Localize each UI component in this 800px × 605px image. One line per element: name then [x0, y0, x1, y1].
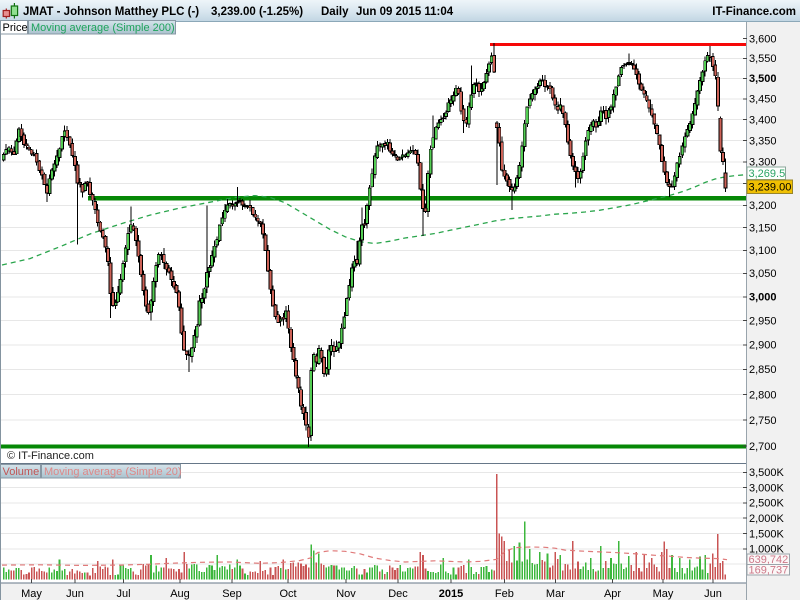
svg-text:Moving average (Simple 200): Moving average (Simple 200)	[31, 22, 175, 34]
svg-text:Nov: Nov	[336, 588, 356, 600]
svg-text:1,000K: 1,000K	[749, 544, 785, 556]
svg-text:3,500: 3,500	[749, 73, 777, 85]
svg-text:3,550: 3,550	[749, 53, 777, 65]
svg-text:3,150: 3,150	[749, 222, 777, 234]
svg-text:639,742: 639,742	[749, 554, 789, 566]
svg-text:Jun: Jun	[66, 588, 84, 600]
svg-text:Sep: Sep	[222, 588, 242, 600]
svg-text:3,239.00: 3,239.00	[749, 181, 792, 193]
svg-text:169,737: 169,737	[749, 565, 789, 577]
svg-text:3,450: 3,450	[749, 94, 777, 106]
svg-text:2,000K: 2,000K	[749, 513, 785, 525]
svg-text:Dec: Dec	[388, 588, 408, 600]
svg-text:Jul: Jul	[116, 588, 130, 600]
svg-text:IT-Finance.com: IT-Finance.com	[712, 6, 796, 18]
svg-text:3,000K: 3,000K	[749, 482, 785, 494]
svg-text:Aug: Aug	[170, 588, 190, 600]
svg-text:2,500K: 2,500K	[749, 498, 785, 510]
svg-text:Volume: Volume	[3, 466, 40, 478]
svg-text:2015: 2015	[439, 588, 463, 600]
svg-text:3,500K: 3,500K	[749, 467, 785, 479]
svg-text:3,600: 3,600	[749, 33, 777, 45]
svg-text:1,500K: 1,500K	[749, 528, 785, 540]
svg-text:2,800: 2,800	[749, 389, 777, 401]
svg-text:2,750: 2,750	[749, 415, 777, 427]
svg-text:May: May	[653, 588, 674, 600]
svg-text:3,100: 3,100	[749, 245, 777, 257]
svg-text:May: May	[21, 588, 42, 600]
svg-text:2,700: 2,700	[749, 441, 777, 453]
svg-text:Feb: Feb	[495, 588, 514, 600]
svg-text:Apr: Apr	[604, 588, 621, 600]
svg-text:3,200: 3,200	[749, 200, 777, 212]
svg-text:3,000: 3,000	[749, 292, 777, 304]
svg-text:3,269.5: 3,269.5	[749, 168, 786, 180]
svg-text:3,050: 3,050	[749, 268, 777, 280]
svg-text:2,900: 2,900	[749, 340, 777, 352]
svg-text:2,850: 2,850	[749, 364, 777, 376]
svg-text:© IT-Finance.com: © IT-Finance.com	[7, 450, 94, 462]
svg-text:Moving average (Simple 20): Moving average (Simple 20)	[44, 466, 182, 478]
svg-text:Daily: Daily	[321, 6, 349, 18]
svg-text:3,350: 3,350	[749, 135, 777, 147]
svg-text:3,300: 3,300	[749, 157, 777, 169]
svg-text:3,239.00 (-1.25%): 3,239.00 (-1.25%)	[211, 6, 303, 18]
svg-text:Jun 09 2015 11:04: Jun 09 2015 11:04	[356, 6, 454, 18]
svg-text:2,950: 2,950	[749, 315, 777, 327]
svg-text:Price: Price	[3, 22, 28, 34]
svg-text:Jun: Jun	[704, 588, 722, 600]
svg-text:3,400: 3,400	[749, 114, 777, 126]
svg-text:JMAT - Johnson Matthey PLC (-): JMAT - Johnson Matthey PLC (-)	[23, 6, 199, 18]
svg-text:Oct: Oct	[279, 588, 296, 600]
svg-text:Mar: Mar	[546, 588, 565, 600]
